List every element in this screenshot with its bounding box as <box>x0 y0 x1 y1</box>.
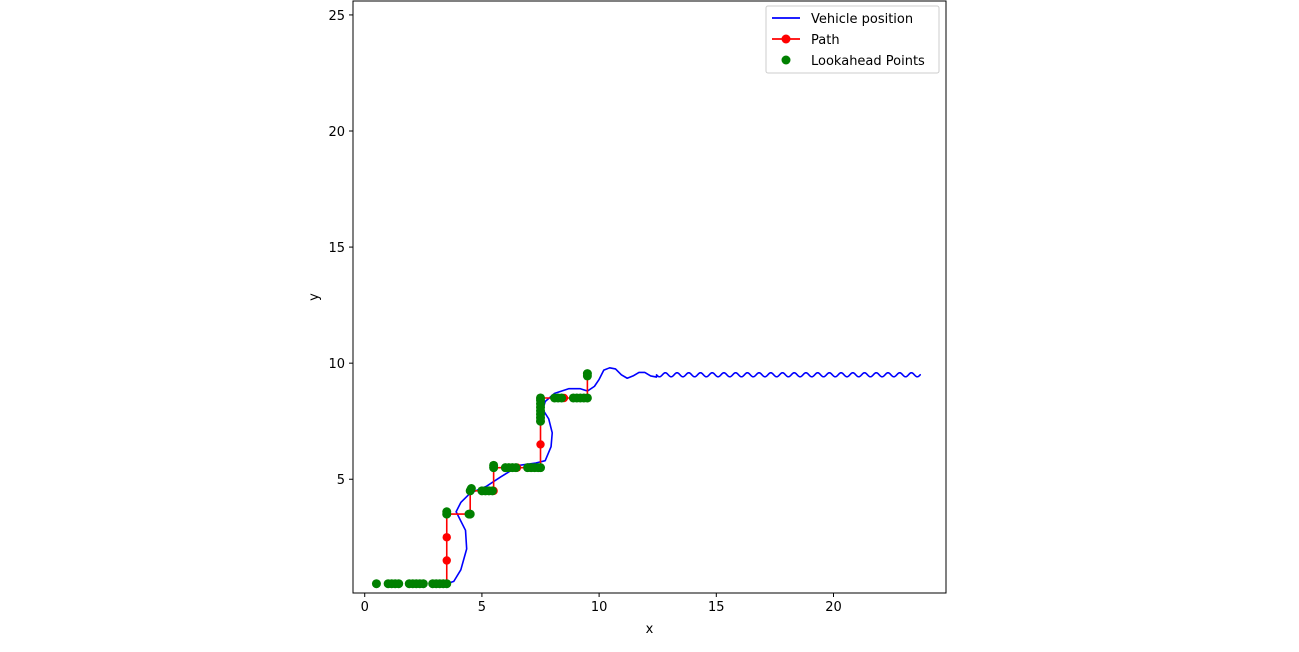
y-tick-label: 5 <box>337 473 345 488</box>
legend-item: Lookahead Points <box>781 54 925 69</box>
lookahead-point <box>536 463 546 473</box>
lookahead-point <box>511 463 521 473</box>
x-tick-label: 0 <box>361 600 369 615</box>
x-tick-label: 20 <box>825 600 842 615</box>
y-tick-label: 25 <box>328 9 345 24</box>
lookahead-point <box>466 484 476 494</box>
axes-frame <box>352 0 947 594</box>
y-axis-label: y <box>307 293 322 301</box>
lookahead-point <box>536 393 546 403</box>
lookahead-point <box>442 507 452 517</box>
legend-label: Vehicle position <box>811 12 913 27</box>
y-tick-label: 15 <box>328 241 345 256</box>
lookahead-point <box>557 393 567 403</box>
path-point <box>442 556 451 565</box>
lookahead-point <box>465 509 475 519</box>
lookahead-point <box>442 579 452 589</box>
path-point <box>442 533 451 542</box>
lookahead-point <box>371 579 381 589</box>
y-tick-label: 10 <box>328 357 345 372</box>
x-tick-label: 5 <box>478 600 486 615</box>
lookahead-point <box>418 579 428 589</box>
legend-item: Vehicle position <box>772 12 913 27</box>
lookahead-point <box>582 369 592 379</box>
lookahead-point <box>394 579 404 589</box>
legend-label: Lookahead Points <box>811 54 925 69</box>
legend-dot-swatch <box>781 34 791 44</box>
y-axis-ticks: 5 10 15 20 25 <box>328 9 353 488</box>
legend-item: Path <box>772 33 840 48</box>
legend-label: Path <box>811 33 840 48</box>
legend: Vehicle position Path Lookahead Points <box>765 5 940 74</box>
vehicle-position-line <box>445 367 922 585</box>
legend-frame <box>765 5 940 74</box>
lookahead-point <box>582 393 592 403</box>
y-tick-label: 20 <box>328 125 345 140</box>
path-point <box>536 440 545 449</box>
legend-dot-swatch <box>781 55 791 65</box>
x-tick-label: 15 <box>708 600 725 615</box>
x-axis-label: x <box>646 622 654 637</box>
series-layer <box>371 367 922 589</box>
x-axis-ticks: 0 5 10 15 20 <box>361 593 842 615</box>
x-tick-label: 10 <box>591 600 608 615</box>
plot-area <box>353 1 946 593</box>
lookahead-point <box>487 486 497 496</box>
lookahead-point <box>489 460 499 470</box>
